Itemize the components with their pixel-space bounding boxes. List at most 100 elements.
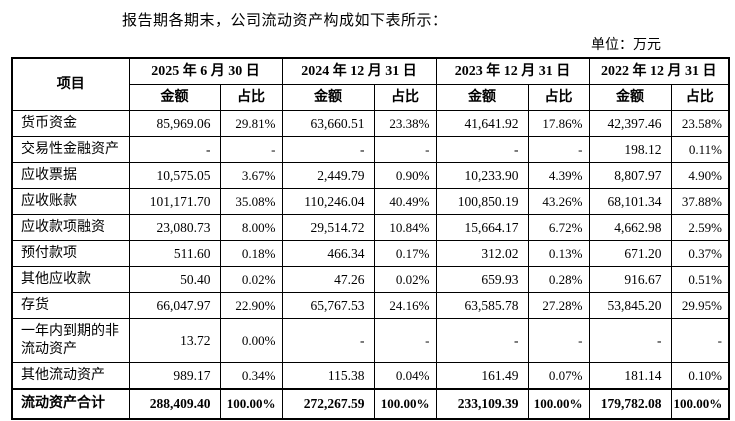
amount-cell: 659.93: [435, 266, 529, 293]
item-cell: 应收款项融资: [11, 214, 130, 241]
ratio-cell: 0.10%: [670, 362, 730, 390]
amount-cell: -: [435, 136, 529, 163]
amount-cell: 23,080.73: [128, 214, 221, 241]
amount-header: 金额: [588, 84, 672, 111]
amount-cell: 161.49: [435, 362, 529, 390]
ratio-cell: 0.34%: [219, 362, 283, 390]
amount-header: 金额: [435, 84, 529, 111]
ratio-cell: 0.02%: [219, 266, 283, 293]
amount-cell: 85,969.06: [128, 110, 221, 137]
ratio-cell: 2.59%: [670, 214, 730, 241]
period-header-2023: 2023 年 12 月 31 日: [435, 57, 590, 85]
item-cell: 应收账款: [11, 188, 130, 215]
ratio-cell: 0.90%: [373, 162, 437, 189]
amount-header: 金额: [128, 84, 221, 111]
ratio-cell: 10.84%: [373, 214, 437, 241]
item-cell: 交易性金融资产: [11, 136, 130, 163]
ratio-header: 占比: [527, 84, 590, 111]
table-header: 项目 2025 年 6 月 30 日 2024 年 12 月 31 日 2023…: [11, 57, 730, 111]
amount-cell: 233,109.39: [435, 388, 529, 420]
table-row: 预付款项 511.60 0.18% 466.34 0.17% 312.02 0.…: [11, 240, 730, 267]
ratio-cell: 23.58%: [670, 110, 730, 137]
unit-label: 单位：万元: [591, 38, 661, 53]
ratio-cell: 23.38%: [373, 110, 437, 137]
ratio-cell: 22.90%: [219, 292, 283, 319]
period-header-2024: 2024 年 12 月 31 日: [281, 57, 437, 85]
amount-cell: 63,660.51: [281, 110, 375, 137]
ratio-cell: 0.18%: [219, 240, 283, 267]
amount-cell: 66,047.97: [128, 292, 221, 319]
item-cell: 一年内到期的非流动资产: [11, 318, 130, 363]
amount-cell: 47.26: [281, 266, 375, 293]
amount-cell: 100,850.19: [435, 188, 529, 215]
amount-cell: 181.14: [588, 362, 672, 390]
amount-cell: 110,246.04: [281, 188, 375, 215]
ratio-header: 占比: [670, 84, 730, 111]
ratio-cell: 29.81%: [219, 110, 283, 137]
ratio-cell: 29.95%: [670, 292, 730, 319]
amount-cell: 4,662.98: [588, 214, 672, 241]
ratio-header: 占比: [219, 84, 283, 111]
item-cell: 流动资产合计: [11, 388, 130, 420]
ratio-cell: 0.11%: [670, 136, 730, 163]
ratio-cell: 0.28%: [527, 266, 590, 293]
period-header-2025: 2025 年 6 月 30 日: [128, 57, 283, 85]
ratio-header: 占比: [373, 84, 437, 111]
item-cell: 货币资金: [11, 110, 130, 137]
amount-cell: -: [281, 318, 375, 363]
amount-cell: 288,409.40: [128, 388, 221, 420]
table-row: 货币资金 85,969.06 29.81% 63,660.51 23.38% 4…: [11, 110, 730, 137]
ratio-cell: 4.90%: [670, 162, 730, 189]
ratio-cell: 43.26%: [527, 188, 590, 215]
amount-cell: 65,767.53: [281, 292, 375, 319]
amount-cell: 312.02: [435, 240, 529, 267]
item-cell: 存货: [11, 292, 130, 319]
current-assets-table: 项目 2025 年 6 月 30 日 2024 年 12 月 31 日 2023…: [11, 57, 730, 420]
table-row: 其他应收款 50.40 0.02% 47.26 0.02% 659.93 0.2…: [11, 266, 730, 293]
ratio-cell: 100.00%: [670, 388, 730, 420]
amount-cell: 50.40: [128, 266, 221, 293]
ratio-cell: 35.08%: [219, 188, 283, 215]
amount-cell: 10,575.05: [128, 162, 221, 189]
item-cell: 预付款项: [11, 240, 130, 267]
amount-cell: 511.60: [128, 240, 221, 267]
period-header-2022: 2022 年 12 月 31 日: [588, 57, 730, 85]
amount-cell: 15,664.17: [435, 214, 529, 241]
table-row: 应收账款 101,171.70 35.08% 110,246.04 40.49%…: [11, 188, 730, 215]
amount-cell: -: [435, 318, 529, 363]
table-row: 其他流动资产 989.17 0.34% 115.38 0.04% 161.49 …: [11, 362, 730, 390]
ratio-cell: 6.72%: [527, 214, 590, 241]
ratio-cell: 17.86%: [527, 110, 590, 137]
item-cell: 其他应收款: [11, 266, 130, 293]
amount-cell: 8,807.97: [588, 162, 672, 189]
amount-cell: -: [128, 136, 221, 163]
amount-cell: 115.38: [281, 362, 375, 390]
amount-cell: 41,641.92: [435, 110, 529, 137]
amount-cell: -: [281, 136, 375, 163]
ratio-cell: 8.00%: [219, 214, 283, 241]
ratio-cell: 100.00%: [373, 388, 437, 420]
amount-cell: 179,782.08: [588, 388, 672, 420]
table-row: 一年内到期的非流动资产 13.72 0.00% - - - - - -: [11, 318, 730, 363]
intro-text: 报告期各期末，公司流动资产构成如下表所示：: [122, 13, 448, 29]
ratio-cell: -: [670, 318, 730, 363]
ratio-cell: 4.39%: [527, 162, 590, 189]
amount-cell: -: [588, 318, 672, 363]
subheader-row: 金额 占比 金额 占比 金额 占比 金额 占比: [12, 84, 730, 111]
amount-cell: 29,514.72: [281, 214, 375, 241]
period-header-row: 项目 2025 年 6 月 30 日 2024 年 12 月 31 日 2023…: [11, 57, 730, 111]
amount-cell: 2,449.79: [281, 162, 375, 189]
ratio-cell: -: [527, 318, 590, 363]
amount-cell: 42,397.46: [588, 110, 672, 137]
amount-cell: 63,585.78: [435, 292, 529, 319]
amount-cell: 671.20: [588, 240, 672, 267]
ratio-cell: -: [373, 136, 437, 163]
ratio-cell: 0.17%: [373, 240, 437, 267]
amount-cell: 198.12: [588, 136, 672, 163]
ratio-cell: 0.02%: [373, 266, 437, 293]
amount-cell: 916.67: [588, 266, 672, 293]
ratio-cell: -: [527, 136, 590, 163]
ratio-cell: 0.07%: [527, 362, 590, 390]
ratio-cell: 0.13%: [527, 240, 590, 267]
amount-cell: 53,845.20: [588, 292, 672, 319]
